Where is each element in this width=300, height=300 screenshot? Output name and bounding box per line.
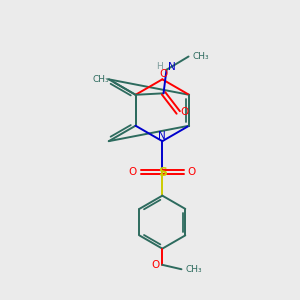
Text: O: O — [181, 107, 189, 118]
Text: O: O — [159, 69, 167, 79]
Text: CH₃: CH₃ — [93, 75, 110, 84]
Text: CH₃: CH₃ — [185, 265, 202, 274]
Text: O: O — [152, 260, 160, 270]
Text: H: H — [157, 62, 164, 71]
Text: O: O — [129, 167, 137, 177]
Text: CH₃: CH₃ — [193, 52, 209, 61]
Text: O: O — [188, 167, 196, 177]
Text: S: S — [158, 166, 167, 178]
Text: N: N — [168, 62, 176, 72]
Text: N: N — [158, 131, 166, 141]
